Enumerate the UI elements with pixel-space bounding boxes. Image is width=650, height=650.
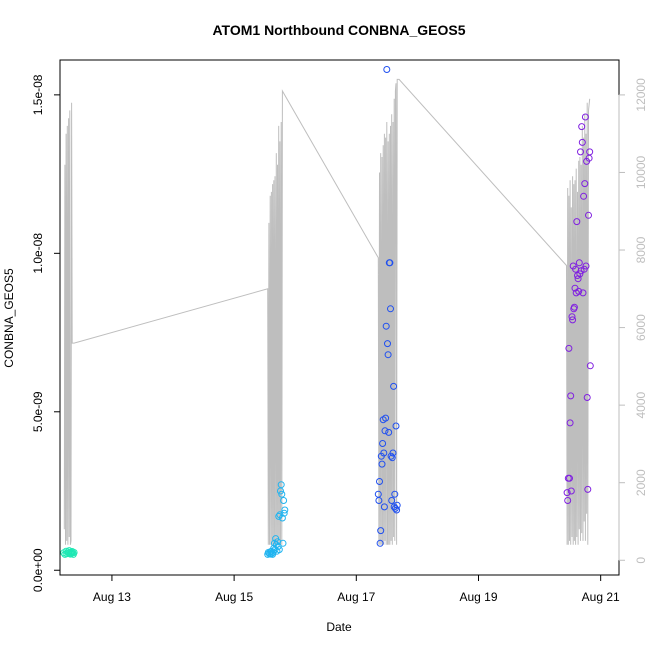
y2-tick-label: 4000	[634, 391, 648, 418]
data-point	[384, 340, 391, 348]
data-point	[574, 275, 582, 283]
series-2	[264, 481, 289, 558]
data-point	[390, 382, 398, 390]
data-point	[570, 303, 578, 311]
y2-tick-label: 8000	[634, 236, 648, 263]
series-1	[60, 547, 78, 558]
data-point	[584, 485, 592, 493]
data-point	[381, 427, 389, 435]
y2-tick-label: 10000	[634, 155, 648, 189]
data-point	[582, 262, 590, 270]
data-point	[70, 549, 78, 556]
data-point	[277, 481, 285, 489]
data-point	[392, 422, 400, 430]
y-tick-label: 1.0e-08	[31, 233, 45, 274]
data-point	[575, 259, 583, 267]
y-tick-label: 0.0e+00	[31, 548, 45, 592]
data-point	[279, 539, 287, 547]
data-point	[388, 454, 396, 462]
data-point	[382, 414, 390, 422]
chart-title: ATOM1 Northbound CONBNA_GEOS5	[212, 22, 465, 38]
data-point	[393, 501, 401, 509]
data-point	[377, 527, 385, 535]
data-point	[376, 478, 383, 485]
data-point	[586, 362, 594, 370]
data-point	[576, 270, 584, 278]
data-point	[385, 428, 393, 436]
data-point	[280, 497, 288, 504]
data-point	[275, 512, 283, 520]
data-point	[575, 287, 583, 295]
data-point	[586, 148, 594, 156]
data-point	[376, 539, 384, 547]
data-point	[577, 148, 584, 156]
data-point	[573, 218, 581, 226]
data-point	[380, 449, 388, 457]
data-point	[387, 305, 394, 313]
altitude-line-layer	[63, 78, 591, 545]
x-tick-label: Aug 13	[93, 590, 131, 604]
data-point	[278, 514, 286, 522]
data-point	[580, 192, 588, 200]
data-point	[384, 351, 392, 359]
data-point	[569, 316, 577, 324]
data-point	[375, 497, 383, 504]
data-point	[565, 344, 573, 352]
y2-tick-label: 2000	[634, 469, 648, 496]
y-axis-right: 0 2000 4000 6000 8000 10000 12000	[618, 78, 648, 564]
data-point	[566, 474, 573, 482]
y-axis-left: 0.0e+00 5.0e-09 1.0e-08 1.5e-08	[31, 74, 61, 592]
x-tick-label: Aug 15	[215, 590, 253, 604]
data-point	[380, 503, 388, 511]
data-point	[281, 506, 289, 514]
data-point	[566, 419, 574, 427]
data-point	[274, 543, 282, 550]
data-point	[585, 211, 592, 219]
data-point	[389, 449, 397, 457]
data-point	[567, 487, 575, 495]
data-point	[378, 460, 386, 468]
x-tick-label: Aug 21	[582, 590, 620, 604]
x-axis-label: Date	[326, 620, 352, 634]
data-point	[275, 546, 283, 554]
plot-frame	[59, 59, 620, 576]
data-point	[393, 506, 401, 514]
y-axis-label: CONBNA_GEOS5	[2, 268, 16, 368]
points-layer	[60, 66, 594, 558]
series-3	[374, 66, 401, 547]
y2-tick-label: 6000	[634, 314, 648, 341]
x-tick-label: Aug 19	[459, 590, 497, 604]
data-point	[567, 392, 575, 400]
x-tick-label: Aug 17	[337, 590, 375, 604]
data-point	[578, 138, 586, 146]
x-axis: Aug 13 Aug 15 Aug 17 Aug 19 Aug 21	[93, 574, 620, 604]
y2-tick-label: 12000	[634, 78, 648, 112]
y-tick-label: 1.5e-08	[31, 74, 45, 115]
data-point	[563, 489, 571, 497]
data-point	[579, 289, 587, 297]
series-4	[563, 113, 594, 504]
data-point	[383, 66, 391, 73]
data-point	[578, 123, 586, 131]
data-point	[581, 180, 589, 188]
data-point	[280, 509, 288, 517]
y-tick-label: 5.0e-09	[31, 391, 45, 432]
data-point	[386, 259, 394, 267]
data-point	[583, 394, 591, 401]
y2-tick-label: 0	[634, 557, 648, 564]
data-point	[379, 440, 387, 447]
data-point	[564, 497, 572, 504]
data-point	[278, 490, 286, 498]
data-point	[568, 313, 576, 321]
data-point	[581, 113, 589, 121]
data-point	[391, 490, 399, 498]
data-point	[382, 322, 390, 330]
altitude-line	[63, 78, 591, 545]
data-point	[388, 497, 396, 504]
